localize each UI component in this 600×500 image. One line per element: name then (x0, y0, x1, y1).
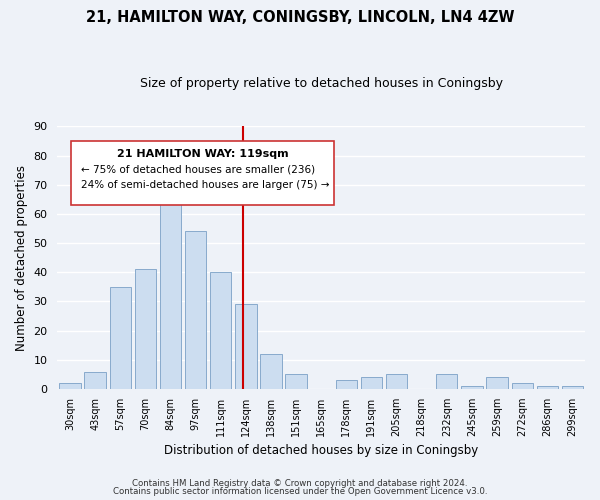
Title: Size of property relative to detached houses in Coningsby: Size of property relative to detached ho… (140, 78, 503, 90)
X-axis label: Distribution of detached houses by size in Coningsby: Distribution of detached houses by size … (164, 444, 478, 458)
FancyBboxPatch shape (71, 141, 334, 205)
Bar (185, 232, 206, 389)
Text: Contains public sector information licensed under the Open Government Licence v3: Contains public sector information licen… (113, 487, 487, 496)
Text: 24% of semi-detached houses are larger (75) →: 24% of semi-detached houses are larger (… (81, 180, 329, 190)
Bar (436, 374, 457, 389)
Bar (562, 386, 583, 389)
Bar (361, 378, 382, 389)
Bar (536, 386, 558, 389)
Bar (210, 272, 232, 389)
Bar (335, 380, 357, 389)
Bar (235, 304, 257, 389)
Bar (487, 378, 508, 389)
Bar (512, 383, 533, 389)
Bar (85, 372, 106, 389)
Bar (59, 383, 80, 389)
Bar (260, 354, 281, 389)
Bar (386, 374, 407, 389)
Text: 21 HAMILTON WAY: 119sqm: 21 HAMILTON WAY: 119sqm (116, 148, 289, 158)
Text: Contains HM Land Registry data © Crown copyright and database right 2024.: Contains HM Land Registry data © Crown c… (132, 478, 468, 488)
Text: ← 75% of detached houses are smaller (236): ← 75% of detached houses are smaller (23… (81, 164, 315, 174)
Bar (110, 287, 131, 389)
Bar (461, 386, 482, 389)
Bar (134, 270, 156, 389)
Text: 21, HAMILTON WAY, CONINGSBY, LINCOLN, LN4 4ZW: 21, HAMILTON WAY, CONINGSBY, LINCOLN, LN… (86, 10, 514, 25)
Bar (160, 185, 181, 389)
Y-axis label: Number of detached properties: Number of detached properties (15, 164, 28, 350)
Bar (286, 374, 307, 389)
